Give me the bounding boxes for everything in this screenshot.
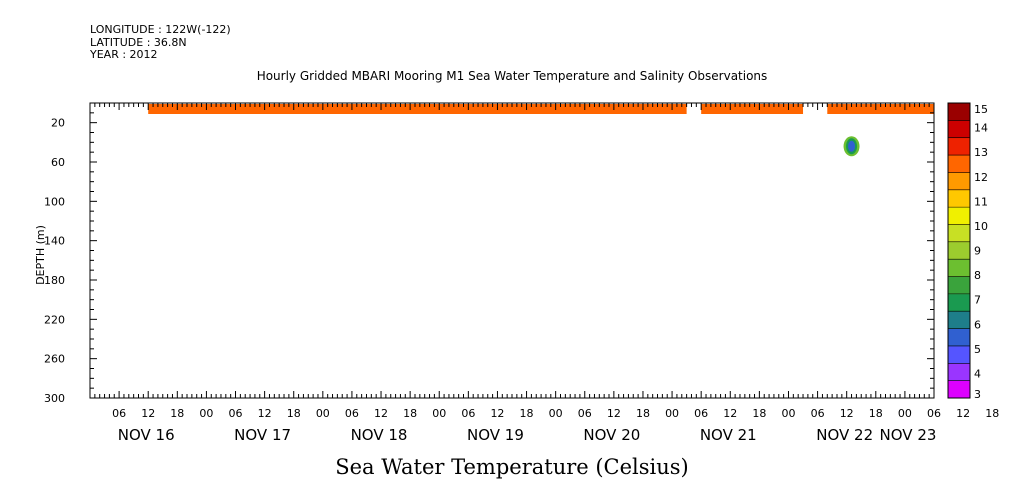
plot-area	[148, 104, 934, 157]
year-label: YEAR : 2012	[90, 48, 158, 61]
latitude-label: LATITUDE : 36.8N	[90, 35, 187, 49]
chart-title: Hourly Gridded MBARI Mooring M1 Sea Wate…	[256, 69, 768, 83]
location-metadata: LONGITUDE : 122W(-122) LATITUDE : 36.8N …	[90, 23, 231, 62]
longitude-label: LONGITUDE : 122W(-122)	[90, 23, 231, 36]
